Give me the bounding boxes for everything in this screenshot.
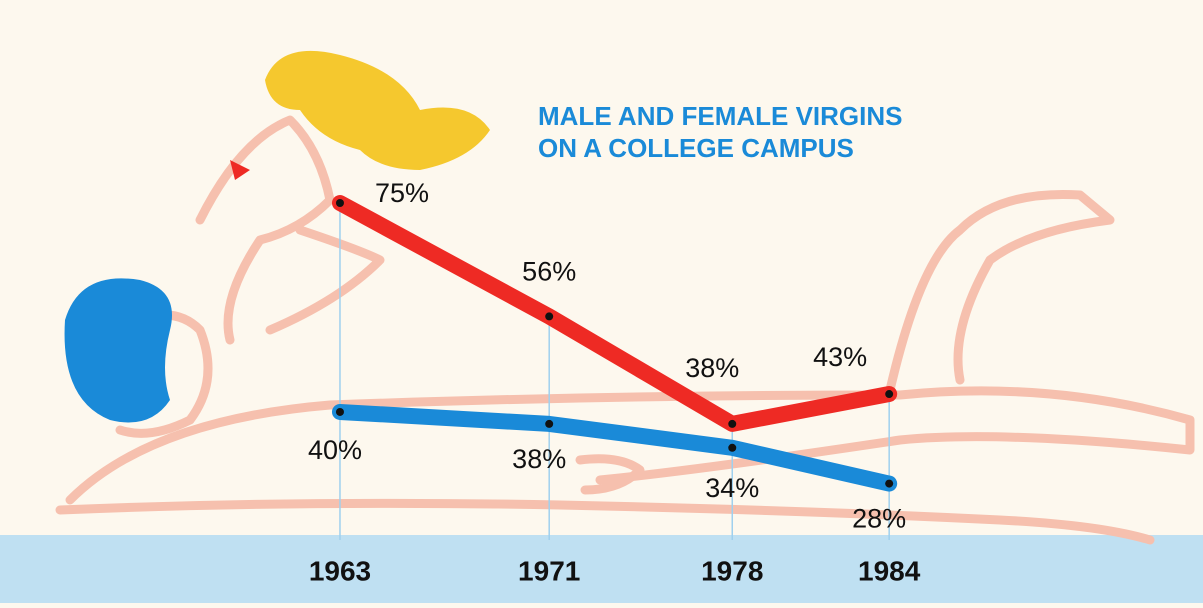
x-tick-label: 1971 bbox=[518, 555, 580, 586]
data-point bbox=[885, 390, 894, 399]
value-label: 38% bbox=[685, 353, 739, 383]
data-point bbox=[545, 419, 554, 428]
chart-title: MALE AND FEMALE VIRGINS bbox=[538, 101, 902, 131]
illustration bbox=[55, 50, 1195, 545]
value-label: 43% bbox=[813, 342, 867, 372]
data-point bbox=[728, 419, 737, 428]
head bbox=[64, 278, 172, 423]
series-line bbox=[331, 194, 898, 432]
data-point bbox=[885, 479, 894, 488]
data-point bbox=[728, 443, 737, 452]
x-tick-label: 1978 bbox=[701, 555, 763, 586]
x-tick-label: 1963 bbox=[309, 555, 371, 586]
value-label: 38% bbox=[512, 444, 566, 474]
series-line bbox=[331, 403, 898, 492]
data-point bbox=[545, 312, 554, 321]
floor bbox=[0, 535, 1203, 603]
value-label: 56% bbox=[522, 257, 576, 287]
value-label: 34% bbox=[705, 473, 759, 503]
data-point bbox=[335, 198, 344, 207]
chart-title: ON A COLLEGE CAMPUS bbox=[538, 133, 854, 163]
value-label: 75% bbox=[375, 178, 429, 208]
value-label: 40% bbox=[308, 435, 362, 465]
x-tick-label: 1984 bbox=[858, 555, 921, 586]
lips bbox=[230, 160, 250, 180]
data-point bbox=[335, 407, 344, 416]
hair bbox=[265, 50, 490, 170]
value-label: 28% bbox=[852, 504, 906, 534]
